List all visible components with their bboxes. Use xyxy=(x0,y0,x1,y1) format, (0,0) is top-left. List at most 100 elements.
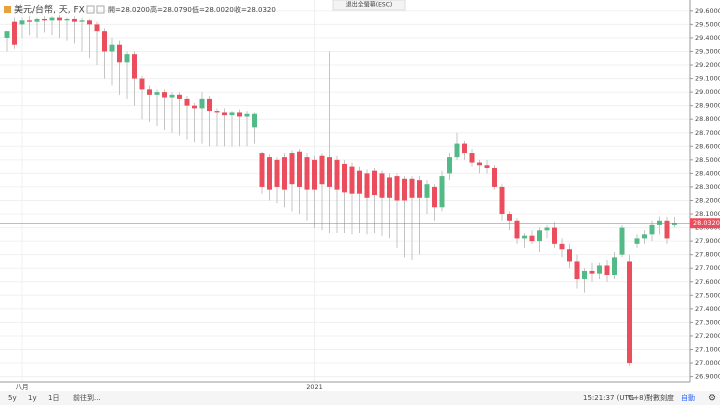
candle-body xyxy=(522,235,527,239)
candle-body xyxy=(289,153,295,185)
y-tick-label: 27.9000 xyxy=(695,237,720,245)
candle-body xyxy=(357,170,362,194)
x-tick-label: 八月 xyxy=(16,383,29,391)
candle-body xyxy=(94,24,100,32)
candle-body xyxy=(64,18,70,21)
candle-body xyxy=(537,230,542,242)
candle-body xyxy=(334,159,340,190)
y-tick-label: 29.2000 xyxy=(695,61,720,69)
candle-body xyxy=(559,243,565,250)
candle-body xyxy=(27,20,32,22)
candle-body xyxy=(12,21,17,45)
y-tick-label: 27.8000 xyxy=(695,251,720,259)
candle-body xyxy=(672,223,677,225)
toolbar-button[interactable]: 對數刻度 xyxy=(646,393,674,402)
y-tick-label: 27.4000 xyxy=(695,305,720,313)
candle-body xyxy=(169,94,175,98)
candle-body xyxy=(214,111,220,113)
candle-body xyxy=(72,18,77,22)
candle-body xyxy=(117,44,122,63)
fullscreen-box[interactable] xyxy=(332,0,406,11)
candle-body xyxy=(57,17,62,21)
candle-body xyxy=(4,31,10,38)
candle-body xyxy=(619,227,625,255)
y-tick-label: 27.7000 xyxy=(695,264,720,272)
y-tick-label: 28.4000 xyxy=(695,169,720,177)
candle-body xyxy=(499,186,505,215)
candle-body xyxy=(477,162,482,166)
y-tick-label: 29.0000 xyxy=(695,88,720,96)
candle-body xyxy=(327,157,332,187)
candle-body xyxy=(604,265,610,275)
candle-body xyxy=(402,178,407,201)
candle-body xyxy=(102,31,107,52)
y-tick-label: 28.2000 xyxy=(695,196,720,204)
y-tick-label: 27.6000 xyxy=(695,278,720,286)
candle-body xyxy=(424,184,430,198)
candle-body xyxy=(19,20,25,25)
toolbar-button[interactable]: % xyxy=(628,394,635,402)
candle-body xyxy=(379,173,385,198)
candle-body xyxy=(514,220,520,239)
settings-icon[interactable]: ⚙ xyxy=(708,394,716,404)
candle-body xyxy=(484,165,490,168)
candle-body xyxy=(387,177,392,198)
candle-body xyxy=(589,270,595,274)
toggle[interactable] xyxy=(86,5,95,14)
candle-body xyxy=(177,94,182,99)
y-tick-label: 28.9000 xyxy=(695,102,720,110)
candle-body xyxy=(207,98,212,112)
toggle[interactable] xyxy=(96,5,105,14)
candle-body xyxy=(199,98,205,109)
candle-body xyxy=(567,249,572,262)
candle-body xyxy=(297,151,302,187)
y-tick-label: 28.1000 xyxy=(695,210,720,218)
candle-body xyxy=(162,92,167,98)
candle-body xyxy=(252,113,257,128)
y-tick-label: 29.6000 xyxy=(695,7,720,15)
toolbar-button[interactable]: 前往到... xyxy=(73,393,101,402)
y-tick-label: 28.7000 xyxy=(695,129,720,137)
y-tick-label: 28.8000 xyxy=(695,115,720,123)
candle-body xyxy=(42,18,47,21)
ohlc-label: 低=28.0020 xyxy=(192,5,234,14)
y-tick-label: 27.2000 xyxy=(695,332,720,340)
candle-body xyxy=(447,157,452,174)
y-tick-label: 28.6000 xyxy=(695,142,720,150)
candle-body xyxy=(529,235,535,242)
candle-body xyxy=(139,78,145,90)
candle-body xyxy=(432,186,437,208)
candle-body xyxy=(492,167,497,187)
ohlc-label: 收=28.0320 xyxy=(234,5,276,14)
toolbar-button[interactable]: 1日 xyxy=(48,394,59,402)
candle-body xyxy=(454,143,460,158)
candle-body xyxy=(192,105,197,109)
candle-body xyxy=(79,20,85,22)
candle-body xyxy=(372,170,377,196)
toolbar-button[interactable]: 1y xyxy=(28,394,37,402)
candle-body xyxy=(574,261,580,280)
ohlc-label: 高=28.0790 xyxy=(150,5,192,14)
candle-body xyxy=(364,173,370,198)
candle-body xyxy=(469,153,475,163)
fullscreen-hint[interactable]: 退出全螢幕(ESC) xyxy=(346,1,392,9)
candle-body xyxy=(34,18,40,22)
symbol: 美元/台幣, 天, FX xyxy=(14,4,85,16)
candle-body xyxy=(462,143,467,154)
price-tag-label: 28.0320 xyxy=(693,219,720,227)
candle-body xyxy=(507,214,512,221)
candle-body xyxy=(394,176,400,201)
toolbar-button[interactable]: 5y xyxy=(8,394,17,402)
y-tick-label: 28.5000 xyxy=(695,156,720,164)
candle-body xyxy=(184,98,190,106)
toolbar-button[interactable]: 自動 xyxy=(681,393,695,402)
candle-body xyxy=(132,54,137,79)
candle-body xyxy=(124,54,130,63)
candle-body xyxy=(312,159,317,190)
candle-body xyxy=(109,44,115,52)
candle-body xyxy=(612,257,617,275)
candle-body xyxy=(267,157,272,190)
candle-body xyxy=(237,112,242,117)
y-tick-label: 27.3000 xyxy=(695,318,720,326)
